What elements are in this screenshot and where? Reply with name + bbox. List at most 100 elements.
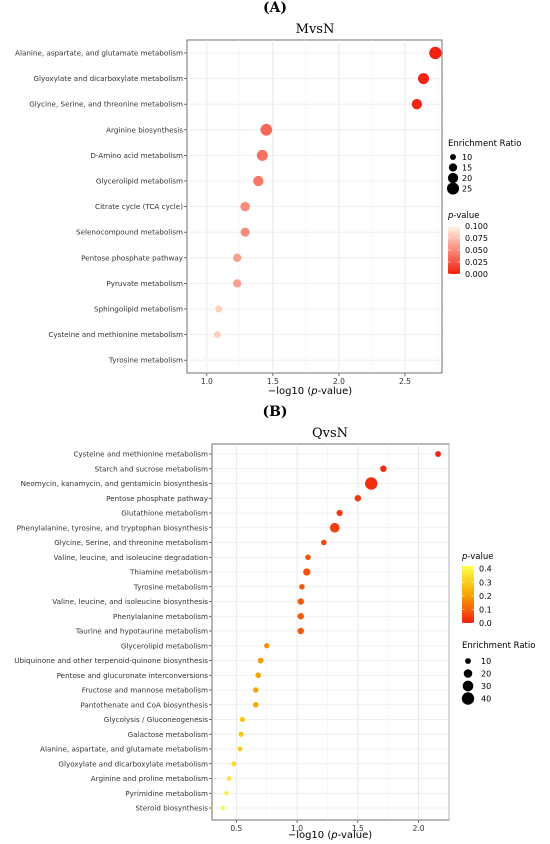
- data-point: [435, 451, 441, 457]
- x-tick-label: 1.5: [267, 377, 279, 386]
- category-label: Neomycin, kanamycin, and gentamicin bios…: [21, 479, 209, 488]
- x-tick-label: 1.5: [352, 824, 364, 833]
- panel-a-color-legend-title-rest: -value: [453, 211, 479, 221]
- color-legend-bar: [448, 226, 460, 274]
- data-point: [233, 253, 242, 262]
- category-label: Tyrosine metabolism: [108, 356, 183, 365]
- size-legend-label: 10: [481, 657, 491, 666]
- panel-a-label: (A): [263, 0, 287, 16]
- category-label: Arginine biosynthesis: [106, 125, 183, 134]
- panel-b-xlabel-prefix: −log10 (: [288, 830, 332, 841]
- panel-b-x-axis-title: −log10 (p-value): [288, 830, 372, 841]
- size-legend-label: 15: [462, 164, 472, 173]
- x-tick-label: 2.0: [333, 377, 345, 386]
- data-point: [231, 761, 237, 767]
- data-point: [354, 495, 362, 502]
- size-legend-dot: [465, 658, 471, 664]
- data-point: [237, 746, 243, 752]
- color-legend-label: 0.050: [465, 246, 488, 255]
- size-legend-label: 20: [481, 670, 491, 679]
- category-label: Glutathione metabolism: [121, 509, 208, 518]
- color-legend-label: 0.025: [465, 258, 488, 267]
- data-point: [240, 227, 250, 237]
- data-point: [305, 554, 311, 561]
- size-legend-label: 20: [462, 174, 472, 183]
- size-legend-dot: [462, 680, 474, 692]
- data-point: [253, 175, 264, 187]
- category-label: Pentose and glucuronate interconversions: [57, 671, 209, 680]
- data-point: [238, 731, 244, 737]
- x-tick-label: 0.5: [230, 824, 242, 833]
- data-point: [411, 99, 423, 110]
- panel-a-color-legend-title: p-value: [447, 211, 479, 221]
- category-label: Selenocompound metabolism: [76, 228, 183, 237]
- panel-b-x-ticks: 0.5 1.0 1.5 2.0: [230, 820, 425, 833]
- size-legend-label: 10: [462, 153, 472, 162]
- data-point: [233, 279, 242, 288]
- category-label: Tyrosine metabolism: [133, 582, 208, 591]
- data-point: [264, 643, 270, 649]
- panel-a-xlabel-suffix: -value): [318, 386, 353, 397]
- category-label: Sphingolipid metabolism: [94, 305, 183, 314]
- panel-b-color-legend-title-rest: -value: [467, 552, 493, 562]
- category-label: Pyrimidine metabolism: [125, 789, 208, 798]
- data-point: [215, 305, 223, 313]
- color-legend-label: 0.0: [479, 619, 492, 628]
- panel-b-plot-area: [211, 443, 450, 821]
- data-point: [220, 805, 226, 811]
- category-label: Glyoxylate and dicarboxylate metabolism: [58, 759, 208, 768]
- data-point: [252, 687, 259, 693]
- data-point: [299, 583, 305, 590]
- category-label: Thiamine metabolism: [129, 568, 208, 577]
- category-label: Alanine, aspartate, and glutamate metabo…: [15, 49, 183, 58]
- data-point: [240, 201, 250, 212]
- data-point: [213, 331, 221, 339]
- panel-b-size-legend-title: Enrichment Ratio: [462, 641, 535, 651]
- data-point: [226, 776, 232, 781]
- category-label: Pyruvate metabolism: [106, 279, 183, 288]
- panel-a-x-axis-title: −log10 (p-value): [268, 386, 352, 397]
- category-label: Glycolysis / Gluconeogenesis: [104, 715, 208, 724]
- category-label: Arginine and proline metabolism: [91, 774, 208, 783]
- panel-b-xlabel-suffix: -value): [338, 830, 373, 841]
- size-legend-label: 30: [481, 682, 491, 691]
- panel-a-title: MvsN: [296, 22, 335, 37]
- data-point: [252, 701, 259, 708]
- size-legend-dot: [450, 154, 456, 160]
- data-point: [203, 357, 208, 363]
- panel-b: (B) QvsN Cysteine and methionine metabol…: [14, 404, 535, 841]
- data-point: [380, 465, 387, 472]
- panel-a-color-legend-title-italic: p: [447, 211, 453, 221]
- size-legend-label: 40: [481, 695, 491, 704]
- category-label: Cysteine and methionine metabolism: [73, 450, 208, 459]
- panel-a-xlabel-italic: p: [310, 386, 317, 397]
- panel-a-color-legend: p-value 0.100 0.075 0.050 0.025 0.000: [447, 211, 488, 279]
- data-point: [429, 46, 442, 60]
- category-label: Citrate cycle (TCA cycle): [95, 202, 183, 211]
- category-label: Valine, leucine, and isoleucine biosynth…: [52, 597, 208, 606]
- panel-b-color-legend: p-value 0.4 0.3 0.2 0.1 0.0: [461, 552, 493, 628]
- data-point: [303, 568, 311, 576]
- panel-a-grid: [187, 40, 442, 373]
- color-legend-bar: [462, 566, 474, 623]
- color-legend-label: 0.2: [479, 592, 492, 601]
- data-point: [256, 149, 268, 161]
- category-label: Galactose metabolism: [128, 730, 208, 739]
- data-point: [257, 657, 264, 664]
- category-label: Glycine, Serine, and threonine metabolis…: [54, 538, 208, 547]
- data-point: [336, 509, 343, 517]
- color-legend-label: 0.075: [465, 234, 488, 243]
- panel-a-size-legend-title: Enrichment Ratio: [448, 139, 521, 149]
- category-label: Cysteine and methionine metabolism: [48, 330, 183, 339]
- data-point: [417, 73, 430, 85]
- panel-b-label: (B): [262, 404, 287, 420]
- x-tick-label: 1.0: [291, 824, 303, 833]
- category-label: Pentose phosphate pathway: [81, 253, 184, 262]
- category-label: Glycine, Serine, and threonine metabolis…: [29, 100, 183, 109]
- panel-a-xlabel-prefix: −log10 (: [268, 386, 312, 397]
- category-label: Pantothenate and CoA biosynthesis: [80, 700, 208, 709]
- panel-b-grid: [212, 444, 450, 820]
- size-legend-dot: [447, 172, 459, 184]
